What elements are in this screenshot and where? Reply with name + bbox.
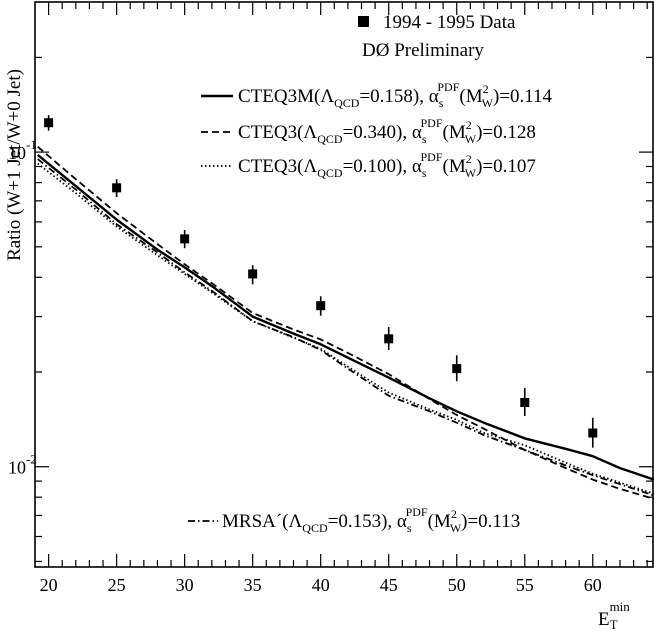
x-tick-label: 45 [380,575,398,595]
x-axis-title: ETmin [598,599,630,631]
legend-cteq3-100: CTEQ3(ΛQCD=0.100), αsPDF(M2 W)=0.107 [238,150,536,180]
data-point [248,269,258,279]
x-tick-label: 30 [176,575,194,595]
data-point [452,364,462,374]
y-tick-label: 10-1 [8,137,37,163]
data-point [44,118,54,128]
mrsa-curve [37,158,654,497]
x-tick-label: 55 [516,575,534,595]
legend-cteq3m: CTEQ3M(ΛQCD=0.158), αsPDF(M2 W)=0.114 [238,80,553,110]
y-tick-label: 10-2 [8,452,37,478]
x-tick-label: 40 [312,575,330,595]
x-tick-label: 25 [108,575,126,595]
legend-marker [358,16,369,27]
y-axis-title: Ratio (W+1 Jet/W+0 Jet) [4,69,25,261]
cteq3-340-curve [37,146,654,500]
data-point [112,183,122,193]
x-tick-label: 50 [448,575,466,595]
legend-mrsa: MRSA´(ΛQCD=0.153), αsPDF(M2 W)=0.113 [222,505,520,535]
data-point [316,301,326,311]
legend-subtitle: DØ Preliminary [362,40,484,61]
data-point [520,397,530,407]
legend-cteq3-340: CTEQ3(ΛQCD=0.340), αsPDF(M2 W)=0.128 [238,116,536,146]
x-tick-label: 20 [40,575,58,595]
x-tick-label: 35 [244,575,262,595]
legend-data-label: 1994 - 1995 Data [383,12,516,33]
cteq3m-curve [36,153,654,481]
cteq3-100-curve [37,162,654,495]
data-point [180,234,190,244]
plot-frame [34,1,654,568]
data-point [384,334,394,344]
data-point [588,428,598,438]
x-tick-label: 60 [584,575,602,595]
